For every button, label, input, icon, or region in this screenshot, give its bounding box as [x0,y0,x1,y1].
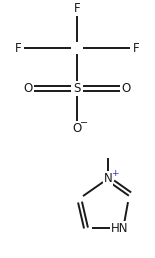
Text: O: O [121,82,131,95]
Text: F: F [133,42,139,55]
Text: S: S [73,82,81,95]
Text: −: − [80,118,88,128]
Text: O: O [23,82,33,95]
Text: F: F [15,42,21,55]
Text: +: + [111,169,119,178]
Text: N: N [104,172,112,185]
Text: HN: HN [111,222,129,235]
Text: O: O [72,122,82,135]
Text: F: F [74,2,80,15]
